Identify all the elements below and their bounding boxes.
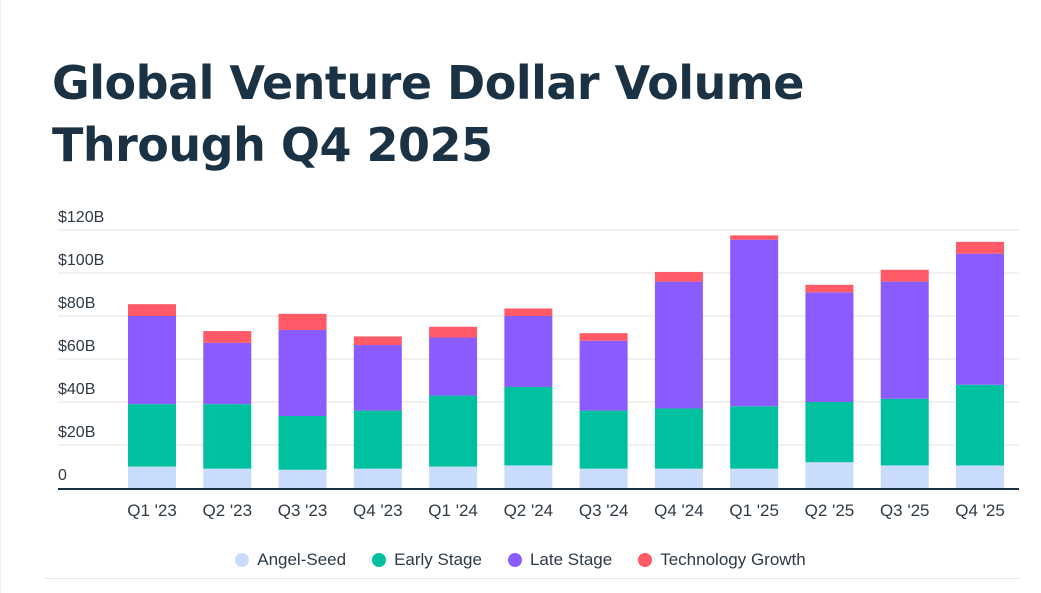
- x-tick-label: Q3 '24: [579, 501, 629, 520]
- bar-stack: [730, 235, 779, 488]
- bar-stack: [880, 269, 929, 488]
- bar-segment-angel-seed: [805, 462, 854, 488]
- bar-segment-late-stage: [579, 340, 628, 411]
- bar-segment-late-stage: [203, 342, 252, 405]
- bar-segment-technology-growth: [579, 333, 628, 341]
- bar-segment-early-stage: [880, 398, 929, 466]
- bar-segment-early-stage: [429, 395, 478, 467]
- bar-segment-angel-seed: [579, 468, 628, 488]
- x-tick-label: Q2 '24: [504, 501, 554, 520]
- bar-stack: [654, 271, 703, 488]
- y-tick-label: $100B: [58, 252, 104, 269]
- bar-segment-late-stage: [654, 281, 703, 409]
- x-tick-label: Q4 '24: [654, 501, 704, 520]
- bar-stack: [579, 333, 628, 488]
- legend-label: Early Stage: [394, 550, 482, 569]
- bar-segment-technology-growth: [880, 269, 929, 282]
- chart-legend: Angel-Seed Early Stage Late Stage Technolog…: [0, 546, 1041, 574]
- y-tick-label: 0: [58, 467, 67, 484]
- bar-segment-early-stage: [730, 406, 779, 469]
- bar-segment-angel-seed: [128, 466, 176, 488]
- x-tick-label: Q2 '25: [805, 501, 855, 520]
- bar-segment-late-stage: [128, 316, 176, 405]
- legend-item-late-stage: Late Stage: [507, 550, 613, 570]
- bar-segment-early-stage: [579, 410, 628, 469]
- legend-item-early-stage: Early Stage: [372, 550, 482, 570]
- bar-segment-technology-growth: [654, 271, 703, 282]
- x-tick-label: Q1 '24: [428, 501, 478, 520]
- x-tick-label: Q1 '25: [729, 501, 779, 520]
- bar-segment-angel-seed: [278, 469, 327, 488]
- bar-segment-technology-growth: [203, 331, 252, 343]
- y-tick-label: $20B: [58, 424, 95, 441]
- bar-segment-late-stage: [956, 253, 1004, 385]
- bar-segment-late-stage: [730, 239, 779, 407]
- bar-segment-technology-growth: [956, 241, 1004, 254]
- bar-segment-technology-growth: [504, 308, 553, 316]
- x-axis-tick-labels: Q1 '23 Q2 '23 Q3 '23 Q4 '23 Q1 '24 Q2 '24 Q3 '…: [127, 501, 1005, 520]
- y-tick-label: $60B: [58, 338, 95, 355]
- x-tick-label: Q3 '23: [278, 501, 328, 520]
- chart-title: Global Venture Dollar Volume Through Q4 …: [52, 56, 804, 172]
- legend-swatch-icon: [235, 553, 250, 567]
- legend-swatch-icon: [507, 553, 522, 567]
- bar-segment-late-stage: [278, 329, 327, 416]
- x-tick-label: Q1 '23: [127, 501, 177, 520]
- bar-segment-early-stage: [353, 410, 402, 469]
- bar-segment-angel-seed: [504, 465, 553, 488]
- bar-segment-early-stage: [654, 408, 703, 469]
- legend-item-angel-seed: Angel-Seed: [235, 550, 346, 570]
- bar-segment-early-stage: [504, 386, 553, 466]
- bar-stack: [203, 331, 252, 488]
- legend-label: Late Stage: [529, 550, 613, 569]
- legend-swatch-icon: [372, 553, 387, 567]
- legend-swatch-icon: [638, 553, 653, 567]
- bar-segment-early-stage: [203, 404, 252, 469]
- bar-segment-angel-seed: [353, 468, 402, 488]
- legend-label: Angel-Seed: [257, 550, 347, 569]
- bar-segment-early-stage: [128, 404, 176, 467]
- bar-segment-angel-seed: [730, 468, 779, 488]
- bar-segment-technology-growth: [805, 284, 854, 293]
- legend-label: Technology Growth: [660, 550, 806, 569]
- y-tick-label: $80B: [58, 295, 95, 312]
- bar-stack: [956, 241, 1004, 488]
- bar-segment-angel-seed: [880, 465, 929, 488]
- bar-segment-early-stage: [278, 415, 327, 470]
- bar-segment-angel-seed: [429, 466, 478, 488]
- bar-segment-angel-seed: [203, 468, 252, 488]
- footer-divider: [44, 578, 1019, 579]
- legend-item-technology-growth: Technology Growth: [638, 550, 806, 570]
- x-tick-label: Q4 '25: [955, 501, 1005, 520]
- bar-segment-late-stage: [880, 281, 929, 399]
- bar-segment-angel-seed: [956, 465, 1004, 488]
- bar-stack: [805, 284, 854, 488]
- y-tick-label: $40B: [58, 381, 95, 398]
- bar-segment-late-stage: [429, 337, 478, 396]
- bar-stack: [504, 308, 553, 488]
- y-axis-tick-labels: 0 $20B $40B $60B $80B $100B $120B: [58, 209, 104, 484]
- x-tick-label: Q4 '23: [353, 501, 403, 520]
- bar-segment-early-stage: [805, 402, 854, 463]
- bar-segment-technology-growth: [730, 235, 779, 240]
- y-tick-label: $120B: [58, 209, 104, 226]
- bar-stack: [429, 326, 478, 488]
- bar-series: [128, 235, 1004, 488]
- bar-segment-late-stage: [504, 316, 553, 387]
- bar-segment-angel-seed: [654, 468, 703, 488]
- bar-stack: [128, 304, 176, 488]
- bar-segment-early-stage: [956, 384, 1004, 466]
- bar-segment-technology-growth: [128, 304, 176, 316]
- bar-stack: [278, 313, 327, 488]
- bar-segment-technology-growth: [278, 313, 327, 330]
- bar-segment-late-stage: [805, 292, 854, 402]
- bar-stack: [353, 336, 402, 488]
- x-tick-label: Q3 '25: [880, 501, 930, 520]
- x-tick-label: Q2 '23: [202, 501, 252, 520]
- bar-segment-technology-growth: [353, 336, 402, 346]
- bar-segment-late-stage: [353, 345, 402, 411]
- bar-segment-technology-growth: [429, 326, 478, 338]
